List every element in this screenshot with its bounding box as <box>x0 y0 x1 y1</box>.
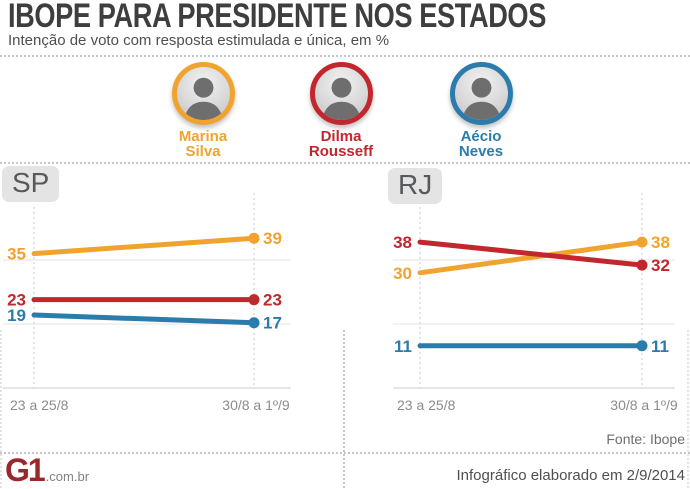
candidate-dilma-rousseff: Dilma Rousseff <box>286 62 396 159</box>
g1-logo-domain: .com.br <box>45 469 90 484</box>
candidate-first-name: Dilma <box>320 128 362 145</box>
chart-title-sp: SP <box>2 166 60 202</box>
series-line <box>31 235 257 257</box>
dotted-edge-right <box>687 330 689 489</box>
candidate-photo-dilma <box>309 62 373 125</box>
chart-panel-rj: 30 38 38 32 11 11 23 a 25/8 30/8 a 1º/9 RJ <box>345 163 690 453</box>
series-line <box>417 239 645 276</box>
value-label-start: 38 <box>393 233 412 252</box>
series-endpoint-dot <box>248 294 260 306</box>
candidate-last-name: Rousseff <box>308 143 374 160</box>
value-label-start: 19 <box>7 306 26 325</box>
x-tick-label: 23 a 25/8 <box>10 397 69 413</box>
dotted-separator <box>0 452 690 454</box>
dotted-separator <box>0 55 690 57</box>
chart-title-rj: RJ <box>388 168 443 204</box>
line-chart-rj: 30 38 38 32 11 11 23 a 25/8 30/8 a 1º/9 <box>393 193 678 413</box>
series-line <box>31 312 257 326</box>
value-label-end: 23 <box>263 291 282 310</box>
source-label: Fonte: Ibope <box>606 431 685 447</box>
series-line <box>417 239 645 268</box>
dotted-separator <box>0 162 690 164</box>
dotted-edge-left <box>0 330 2 489</box>
charts-section: 35 39 23 23 19 17 23 a 25/8 30/8 a 1º/9 SP 30 38… <box>0 163 690 489</box>
g1-logo-mark: G1 <box>5 452 46 488</box>
series-endpoint-dot <box>636 340 648 352</box>
value-label-start: 11 <box>394 337 412 356</box>
person-silhouette-icon <box>461 77 501 120</box>
candidate-name: Aécio Neves <box>426 129 536 159</box>
person-silhouette-icon <box>321 77 361 120</box>
page-subtitle: Intenção de voto com resposta estimulada… <box>8 32 390 49</box>
candidate-aecio-neves: Aécio Neves <box>426 62 536 159</box>
value-label-start: 35 <box>7 245 26 264</box>
page-title: IBOPE PARA PRESIDENTE NOS ESTADOS <box>8 0 546 35</box>
value-label-end: 38 <box>651 233 670 252</box>
candidate-last-name: Neves <box>458 143 504 160</box>
credit-label: Infográfico elaborado em 2/9/2014 <box>456 467 686 484</box>
value-label-start: 30 <box>393 264 412 283</box>
value-label-end: 11 <box>651 337 669 356</box>
series-endpoint-dot <box>248 317 260 329</box>
candidate-photo-aecio <box>449 62 513 125</box>
series-endpoint-dot <box>636 236 648 248</box>
candidate-first-name: Aécio <box>460 128 502 145</box>
series-endpoint-dot <box>248 232 260 244</box>
candidate-photo-marina <box>171 62 235 125</box>
value-label-end: 17 <box>263 314 282 333</box>
value-label-end: 39 <box>263 229 282 248</box>
candidate-marina-silva: Marina Silva <box>148 62 258 159</box>
x-tick-label: 30/8 a 1º/9 <box>222 397 290 413</box>
series-endpoint-dot <box>636 259 648 271</box>
value-label-start: 23 <box>7 291 26 310</box>
value-label-end: 32 <box>651 256 670 275</box>
candidate-name: Dilma Rousseff <box>286 129 396 159</box>
candidate-last-name: Silva <box>185 143 221 160</box>
dotted-divider <box>343 330 345 489</box>
x-tick-label: 30/8 a 1º/9 <box>610 397 678 413</box>
x-tick-label: 23 a 25/8 <box>397 397 456 413</box>
person-silhouette-icon <box>183 77 223 120</box>
candidate-first-name: Marina <box>178 128 228 145</box>
g1-logo: G1 .com.br <box>5 454 89 486</box>
candidate-name: Marina Silva <box>148 129 258 159</box>
chart-panel-sp: 35 39 23 23 19 17 23 a 25/8 30/8 a 1º/9 SP <box>0 163 345 453</box>
